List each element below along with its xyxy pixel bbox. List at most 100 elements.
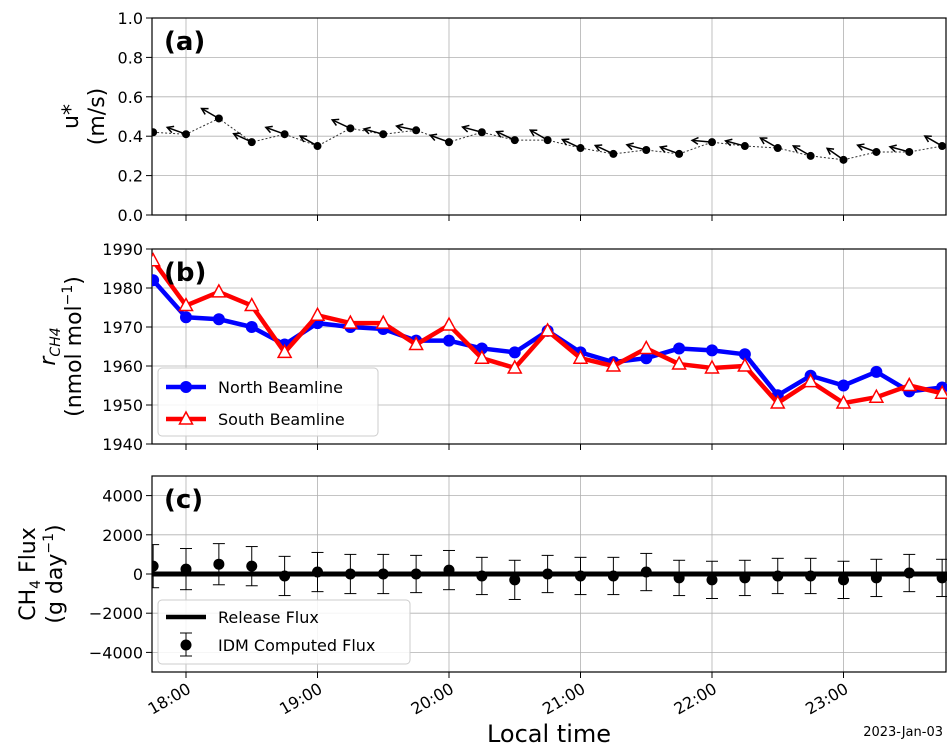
data-point	[243, 296, 260, 312]
wind-arrow-head	[825, 147, 835, 155]
u-star-point	[247, 138, 256, 147]
idm-flux-point	[575, 570, 586, 582]
y-tick-label: 4000	[102, 487, 143, 506]
data-point	[443, 334, 455, 347]
r-ch4-series	[152, 252, 947, 409]
idm-flux-point	[509, 574, 521, 586]
wind-arrow-head	[165, 125, 175, 134]
data-point	[375, 314, 392, 329]
legend-box	[157, 367, 379, 437]
u-star-point	[543, 136, 552, 145]
y-axis-label-line: u*	[59, 104, 84, 129]
u-star-point	[477, 128, 486, 137]
y-axis-label-line: (m/s)	[85, 88, 110, 145]
panel-a: 0.0 0.2 0.4 0.6 0.8 1.0 (a) u*(m/s)	[59, 9, 947, 225]
u-star-point	[152, 128, 158, 137]
y-tick-label: 0	[133, 565, 143, 584]
y-tick-label: 0.2	[118, 167, 143, 186]
data-point	[704, 359, 720, 374]
data-point	[474, 349, 490, 364]
wind-arrow-head	[362, 126, 371, 135]
wind-arrow-head	[923, 135, 932, 143]
idm-flux-point	[246, 560, 258, 572]
x-tick-label: 23:00	[802, 679, 851, 719]
data-point	[605, 357, 622, 372]
y-tick-label: 1970	[102, 318, 143, 337]
wind-arrow-head	[264, 125, 273, 134]
wind-arrow-head	[791, 145, 801, 153]
x-axis: 18:00 19:00 20:00 21:00 22:00 23:00	[145, 679, 852, 719]
idm-flux-point	[673, 572, 685, 584]
wind-arrow-head	[759, 137, 768, 145]
y-axis-units: (nmol mol	[62, 305, 87, 417]
data-point	[870, 365, 883, 378]
panel-b: 1940 1950 1960 1970 1980 1990 (b) North Beamlin…	[36, 240, 947, 454]
y-axis-units-sup: −1	[41, 533, 57, 554]
idm-flux-point	[838, 574, 849, 586]
idm-flux-point	[312, 566, 323, 578]
y-axis-label-main: r	[36, 355, 61, 366]
y-axis-label-b-units: (nmol mol−1)	[60, 276, 87, 417]
y-tick-label: −2000	[89, 604, 143, 623]
u-star-series	[152, 107, 947, 164]
u-star-point	[576, 144, 585, 153]
y-tick-label: 0.8	[118, 48, 143, 67]
idm-flux-point	[152, 560, 159, 572]
u-star-point	[872, 147, 881, 156]
wind-arrow-head	[461, 124, 470, 133]
panels: 0.0 0.2 0.4 0.6 0.8 1.0 (a) u*(m/s) 1940 1950 1960…	[16, 9, 947, 678]
idm-flux-point	[476, 570, 488, 582]
idm-flux-point	[377, 568, 389, 580]
legend-marker	[180, 639, 192, 651]
u-star-point	[182, 130, 190, 139]
data-point	[212, 313, 225, 326]
y-axis-units: (g day	[43, 554, 68, 624]
y-tick-label: 1960	[102, 357, 143, 376]
flux-series	[152, 543, 947, 600]
y-axis-label-b: rCH4	[36, 327, 64, 365]
wind-arrow-head	[690, 136, 699, 145]
wind-arrow-head	[528, 129, 538, 137]
panel-frame	[151, 248, 947, 445]
panel-frame	[151, 17, 947, 216]
y-axis-label-line: CH	[16, 589, 41, 621]
idm-flux-point	[936, 572, 947, 584]
legend-marker	[180, 381, 192, 393]
data-point	[245, 321, 258, 333]
wind-arrow-head	[593, 144, 603, 152]
wind-arrow-head	[625, 142, 634, 151]
data-point	[408, 335, 424, 351]
idm-flux-point	[443, 564, 455, 576]
data-point	[539, 322, 556, 337]
data-point	[180, 311, 192, 324]
idm-flux-point	[706, 574, 718, 586]
y-axis-units-end: )	[62, 276, 87, 285]
series-south-beamline	[152, 252, 947, 409]
y-tick-label: 0.0	[118, 206, 143, 225]
data-point	[671, 355, 687, 370]
date-label: 2023-Jan-03	[863, 725, 943, 740]
legend-b: North Beamline South Beamline	[157, 367, 379, 437]
wind-arrow-head	[232, 132, 241, 140]
wind-arrow-head	[200, 107, 209, 115]
panel-label: (a)	[164, 27, 205, 57]
data-point	[901, 376, 918, 392]
data-point	[152, 252, 161, 267]
data-point	[178, 296, 194, 312]
wind-arrow-head	[298, 135, 308, 143]
x-tick-label: 19:00	[276, 679, 325, 719]
data-point	[506, 359, 523, 374]
data-point	[802, 373, 819, 388]
u-star-point	[214, 114, 223, 123]
idm-flux-point	[805, 570, 817, 582]
y-tick-label: 0.4	[118, 127, 143, 146]
u-star-point	[642, 145, 651, 154]
data-point	[738, 348, 751, 361]
x-axis-label: Local time	[487, 720, 611, 748]
data-point	[276, 343, 293, 359]
data-point	[640, 352, 653, 365]
data-point	[706, 344, 718, 357]
u-star-point	[839, 155, 848, 164]
wind-arrow-head	[395, 123, 404, 132]
u-star-point	[280, 130, 289, 139]
